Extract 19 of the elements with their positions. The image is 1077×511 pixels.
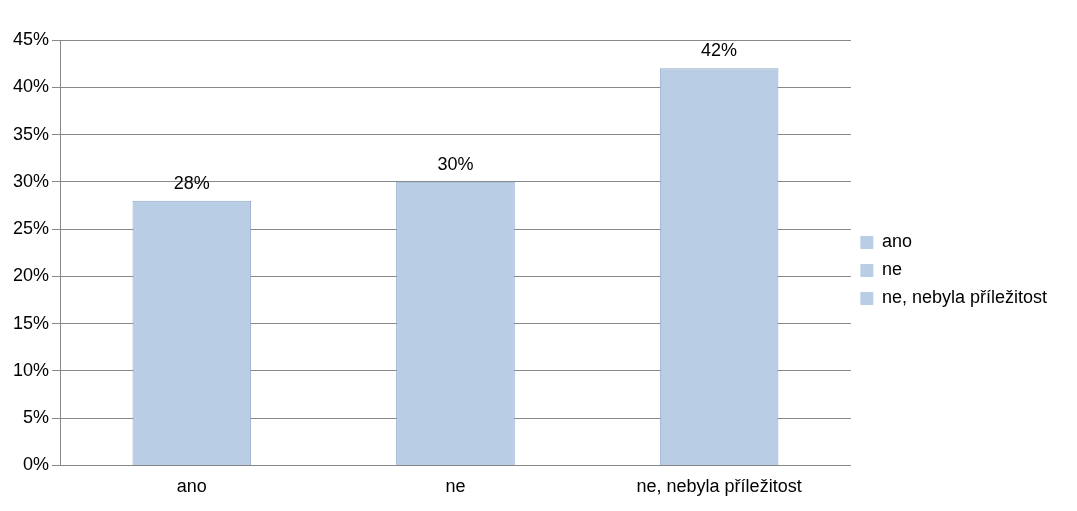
y-tick-label: 20% <box>13 265 50 286</box>
y-tick-label: 25% <box>13 218 50 239</box>
y-tick-label: 30% <box>13 170 50 191</box>
y-tick-label: 0% <box>23 454 50 475</box>
data-label: 30% <box>437 153 474 174</box>
x-tick-label: ne <box>445 476 466 497</box>
data-label: 28% <box>173 172 210 193</box>
y-tick-label: 40% <box>13 76 50 97</box>
data-label: 42% <box>701 40 738 61</box>
y-tick-label: 15% <box>13 312 50 333</box>
y-tick-label: 45% <box>13 28 50 49</box>
x-tick-label: ano <box>176 476 207 497</box>
y-tick-label: 5% <box>23 407 50 428</box>
legend-label: ne, nebyla příležitost <box>881 287 1047 308</box>
legend-label: ano <box>881 231 912 252</box>
legend-label: ne <box>881 259 902 280</box>
x-tick-label: ne, nebyla příležitost <box>636 476 802 497</box>
y-tick-label: 10% <box>13 359 50 380</box>
y-tick-label: 35% <box>13 123 50 144</box>
